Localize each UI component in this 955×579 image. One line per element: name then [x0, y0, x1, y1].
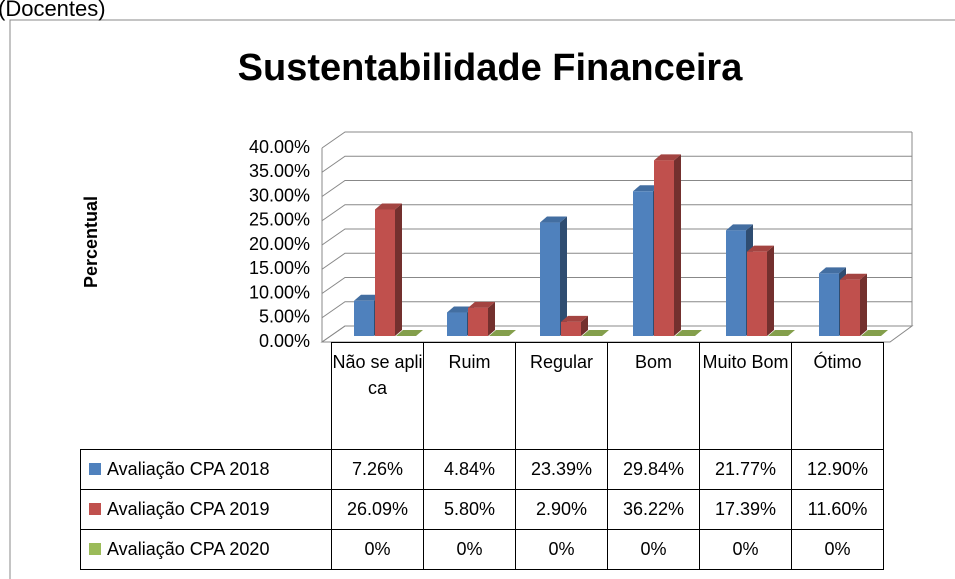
bar-top [768, 330, 795, 336]
bar-top [840, 273, 867, 280]
y-tick-label: 35.00% [249, 161, 310, 181]
data-table: Não se aplica Ruim Regular Bom Muito Bom Ótim… [80, 342, 884, 570]
value-label: 17.39% [699, 489, 792, 530]
value-label: 36.22% [607, 489, 700, 530]
bar-top [489, 330, 516, 336]
bar-top [633, 185, 660, 192]
legend-cell: Avaliação CPA 2018 [80, 449, 332, 490]
bar-side [674, 154, 681, 336]
y-axis-label: Percentual [81, 196, 101, 288]
value-label: 11.60% [791, 489, 884, 530]
bar-top [354, 294, 381, 301]
value-label: 12.90% [791, 449, 884, 490]
legend-key [89, 543, 101, 555]
value-label: 0% [699, 529, 792, 570]
value-label: 7.26% [331, 449, 424, 490]
bar-side [560, 216, 567, 336]
value-label: 2.90% [515, 489, 608, 530]
bar-top [561, 315, 588, 322]
table-corner [80, 342, 332, 450]
bar [447, 312, 467, 336]
legend-label: Avaliação CPA 2020 [107, 539, 270, 559]
table-header-row: Não se aplica Ruim Regular Bom Muito Bom Ótim… [80, 342, 884, 450]
bar-top [726, 224, 753, 231]
value-label: 0% [515, 529, 608, 570]
bar [561, 321, 581, 336]
bar-top [747, 245, 774, 252]
bar [726, 230, 746, 336]
legend-key [89, 503, 101, 515]
category-label: Muito Bom [699, 342, 792, 450]
y-tick-label: 20.00% [249, 234, 310, 254]
grid-line [321, 131, 912, 149]
value-label: 26.09% [331, 489, 424, 530]
bar [840, 279, 860, 336]
y-tick-label: 30.00% [249, 185, 310, 205]
value-label: 23.39% [515, 449, 608, 490]
category-label: Bom [607, 342, 700, 450]
category-label: Não se aplica [331, 342, 424, 450]
chart-border [9, 19, 955, 579]
value-label: 21.77% [699, 449, 792, 490]
grid-line [321, 301, 912, 319]
grid-line [321, 228, 912, 246]
value-label: 4.84% [423, 449, 516, 490]
table-row: Avaliação CPA 2019 26.09% 5.80% 2.90% 36.22%… [80, 489, 884, 530]
bar-side [581, 315, 588, 336]
y-tick-label: 40.00% [249, 137, 310, 157]
bar [468, 307, 488, 336]
chart-title: Sustentabilidade Financeira [238, 47, 744, 89]
bar [819, 273, 839, 336]
bar-top [396, 330, 423, 336]
bar [654, 160, 674, 336]
caption: (Docentes) [0, 0, 106, 21]
grid-line [321, 325, 912, 343]
bar-top [819, 267, 846, 274]
value-label: 0% [331, 529, 424, 570]
legend-label: Avaliação CPA 2019 [107, 499, 270, 519]
bar [633, 191, 653, 336]
category-label: Ótimo [791, 342, 884, 450]
grid-line [321, 204, 912, 222]
bar-side [860, 273, 867, 336]
bar-top [582, 330, 609, 336]
bar-top [654, 154, 681, 161]
legend-cell: Avaliação CPA 2019 [80, 489, 332, 530]
legend-key [89, 463, 101, 475]
y-tick-label: 10.00% [249, 282, 310, 302]
bar-top [540, 216, 567, 223]
value-label: 0% [791, 529, 884, 570]
bar-side [395, 203, 402, 336]
value-label: 29.84% [607, 449, 700, 490]
grid-line [321, 252, 912, 270]
y-tick-label: 5.00% [259, 307, 310, 327]
bar-top [375, 203, 402, 210]
bar-top [675, 330, 702, 336]
bar [747, 251, 767, 336]
y-tick-label: 25.00% [249, 210, 310, 230]
legend-cell: Avaliação CPA 2020 [80, 529, 332, 570]
table-row: Avaliação CPA 2020 0% 0% 0% 0% 0% 0% [80, 529, 884, 570]
grid-line [321, 180, 912, 197]
bar-side [767, 245, 774, 336]
grid-line [321, 277, 912, 294]
bar-top [468, 301, 495, 308]
bar-side [488, 301, 495, 336]
legend-label: Avaliação CPA 2018 [107, 459, 270, 479]
table-row: Avaliação CPA 2018 7.26% 4.84% 23.39% 29.84%… [80, 449, 884, 490]
bar-top [447, 306, 474, 313]
bar [540, 222, 560, 336]
bar [375, 209, 395, 336]
value-label: 5.80% [423, 489, 516, 530]
value-label: 0% [607, 529, 700, 570]
y-tick-label: 15.00% [249, 258, 310, 278]
value-label: 0% [423, 529, 516, 570]
grid-line [321, 155, 912, 173]
category-label: Ruim [423, 342, 516, 450]
bar [354, 300, 374, 336]
bar-top [861, 330, 888, 336]
category-label: Regular [515, 342, 608, 450]
